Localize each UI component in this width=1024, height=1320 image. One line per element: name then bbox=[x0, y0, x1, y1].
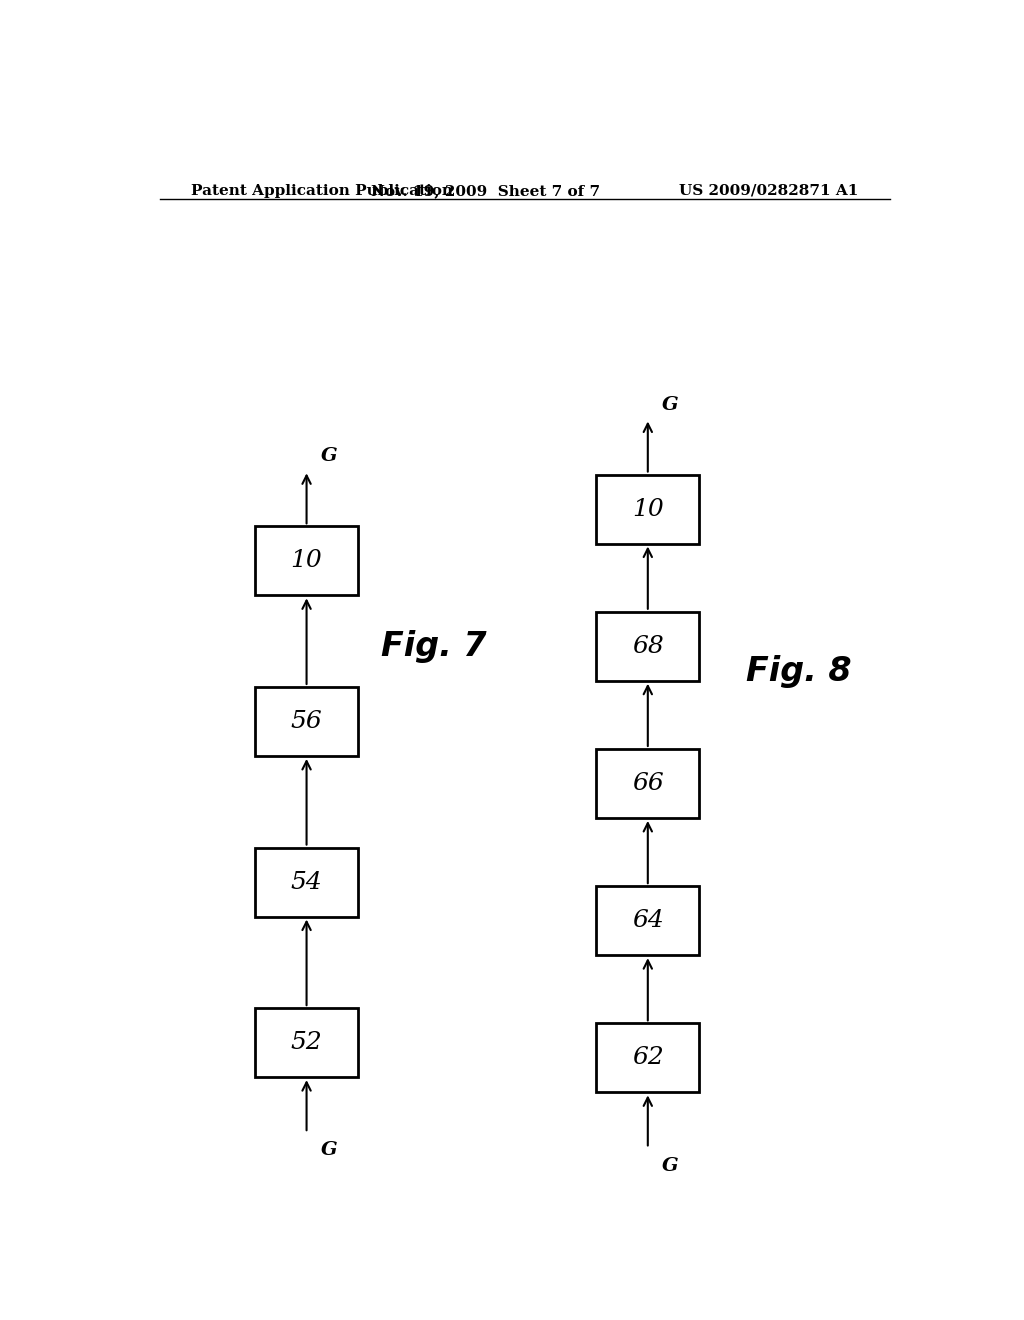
FancyBboxPatch shape bbox=[596, 1023, 699, 1093]
Text: Fig. 7: Fig. 7 bbox=[381, 630, 486, 663]
FancyBboxPatch shape bbox=[255, 527, 358, 595]
Text: 66: 66 bbox=[632, 772, 664, 795]
Text: G: G bbox=[321, 1142, 338, 1159]
Text: US 2009/0282871 A1: US 2009/0282871 A1 bbox=[679, 183, 858, 198]
Text: 56: 56 bbox=[291, 710, 323, 733]
Text: 64: 64 bbox=[632, 909, 664, 932]
Text: 10: 10 bbox=[632, 498, 664, 520]
FancyBboxPatch shape bbox=[596, 748, 699, 818]
Text: Fig. 8: Fig. 8 bbox=[745, 655, 851, 688]
Text: G: G bbox=[663, 1156, 679, 1175]
FancyBboxPatch shape bbox=[596, 474, 699, 544]
FancyBboxPatch shape bbox=[255, 1008, 358, 1077]
Text: 62: 62 bbox=[632, 1047, 664, 1069]
Text: 52: 52 bbox=[291, 1031, 323, 1055]
Text: Patent Application Publication: Patent Application Publication bbox=[191, 183, 454, 198]
Text: 68: 68 bbox=[632, 635, 664, 657]
Text: 10: 10 bbox=[291, 549, 323, 573]
Text: Nov. 19, 2009  Sheet 7 of 7: Nov. 19, 2009 Sheet 7 of 7 bbox=[371, 183, 600, 198]
FancyBboxPatch shape bbox=[255, 847, 358, 916]
Text: 54: 54 bbox=[291, 871, 323, 894]
FancyBboxPatch shape bbox=[596, 886, 699, 956]
Text: G: G bbox=[663, 396, 679, 413]
FancyBboxPatch shape bbox=[596, 611, 699, 681]
FancyBboxPatch shape bbox=[255, 686, 358, 756]
Text: G: G bbox=[321, 447, 338, 466]
